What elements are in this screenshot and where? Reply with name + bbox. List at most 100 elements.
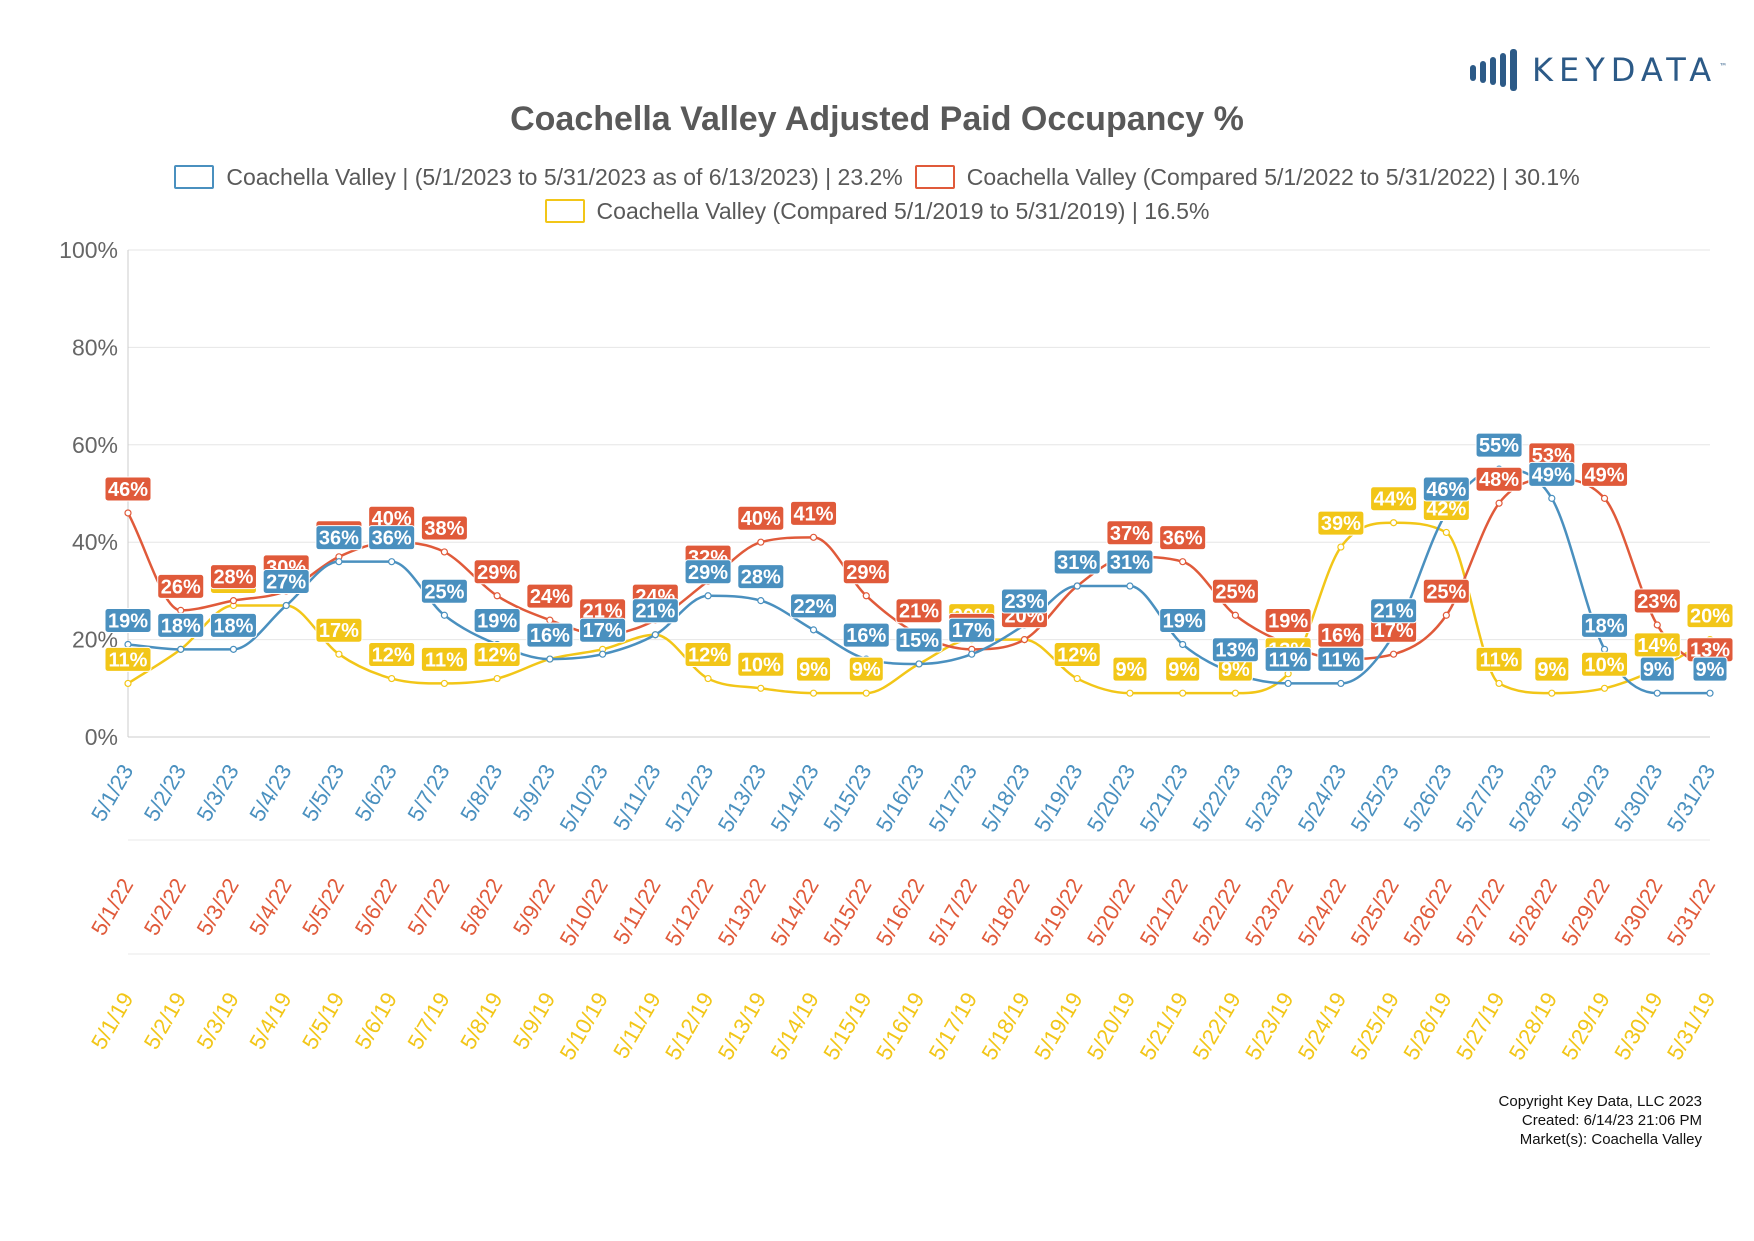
data-point[interactable]: [757, 597, 765, 605]
data-point[interactable]: [440, 679, 448, 688]
data-label-text: 39%: [1321, 513, 1361, 535]
data-point[interactable]: [1706, 689, 1714, 697]
data-point[interactable]: [1126, 689, 1134, 697]
data-point[interactable]: [809, 689, 818, 697]
x-tick-label: 5/29/19: [1557, 988, 1615, 1064]
data-point[interactable]: [1073, 582, 1081, 590]
data-point[interactable]: [1653, 689, 1661, 697]
x-tick-label: 5/5/23: [297, 760, 349, 825]
data-label-badge: [684, 642, 732, 668]
data-point[interactable]: [1389, 650, 1398, 658]
legend-swatch-2023: [174, 165, 215, 189]
x-axis-labels-2022: 5/1/22 5/2/22 5/3/22 5/4/22 5/5/22 5/6/22 5/7/…: [86, 874, 1720, 950]
data-point[interactable]: [862, 592, 870, 600]
data-point[interactable]: [546, 655, 554, 663]
data-point[interactable]: [493, 674, 501, 683]
data-point[interactable]: [1231, 611, 1240, 619]
data-point[interactable]: [388, 558, 396, 566]
data-point[interactable]: [1231, 689, 1240, 697]
data-label: 17%: [315, 617, 363, 643]
data-point[interactable]: [1548, 689, 1556, 697]
data-point[interactable]: [229, 645, 238, 653]
data-point[interactable]: [124, 509, 132, 517]
data-label: 19%: [1159, 607, 1207, 633]
data-point[interactable]: [1284, 679, 1292, 688]
data-point[interactable]: [440, 548, 448, 556]
data-label: 18%: [157, 612, 205, 638]
data-point[interactable]: [704, 592, 712, 600]
data-label-text: 49%: [1585, 464, 1625, 486]
data-point[interactable]: [1126, 582, 1134, 590]
data-label: 9%: [1112, 656, 1148, 682]
data-point[interactable]: [915, 660, 923, 668]
x-tick-label: 5/22/23: [1187, 760, 1245, 836]
x-tick-label: 5/2/19: [139, 988, 191, 1053]
data-point[interactable]: [1600, 494, 1609, 502]
data-label: 48%: [1475, 466, 1523, 492]
data-label: 12%: [684, 642, 732, 668]
x-tick-label: 5/3/23: [192, 760, 244, 825]
data-point[interactable]: [1337, 679, 1345, 688]
data-point[interactable]: [388, 674, 396, 683]
data-point[interactable]: [862, 689, 870, 697]
data-label: 11%: [104, 646, 152, 672]
x-tick-label: 5/9/22: [508, 874, 560, 939]
x-tick-label: 5/25/22: [1346, 874, 1404, 950]
legend-item-2023[interactable]: Coachella Valley | (5/1/2023 to 5/31/202…: [174, 164, 903, 191]
data-point[interactable]: [177, 606, 185, 614]
data-label-badge: [948, 617, 996, 643]
data-label-text: 21%: [583, 601, 623, 623]
data-label: 18%: [209, 612, 257, 638]
data-point[interactable]: [1600, 684, 1609, 692]
data-point[interactable]: [809, 626, 818, 634]
data-point[interactable]: [1073, 674, 1081, 683]
data-point[interactable]: [177, 645, 185, 653]
data-point[interactable]: [546, 616, 554, 624]
data-point[interactable]: [809, 533, 818, 541]
data-point[interactable]: [440, 611, 448, 619]
data-label: 36%: [368, 525, 416, 551]
data-point[interactable]: [335, 650, 343, 658]
data-point[interactable]: [229, 597, 238, 605]
data-point[interactable]: [1495, 499, 1503, 507]
data-point[interactable]: [1389, 519, 1398, 527]
data-point[interactable]: [1179, 640, 1187, 649]
data-point[interactable]: [282, 601, 290, 610]
legend-item-2019[interactable]: Coachella Valley (Compared 5/1/2019 to 5…: [544, 198, 1209, 225]
data-point[interactable]: [1600, 645, 1609, 653]
data-label: 15%: [895, 627, 943, 653]
data-point[interactable]: [1179, 558, 1187, 566]
data-point[interactable]: [968, 650, 976, 658]
x-tick-label: 5/15/23: [818, 760, 876, 836]
data-point[interactable]: [335, 558, 343, 566]
data-point[interactable]: [704, 674, 712, 683]
data-point[interactable]: [757, 538, 765, 546]
data-point[interactable]: [1442, 611, 1450, 619]
legend-item-2022[interactable]: Coachella Valley (Compared 5/1/2022 to 5…: [914, 164, 1580, 191]
data-label-text: 18%: [161, 615, 201, 637]
data-label-text: 18%: [1585, 615, 1625, 637]
data-label: 17%: [579, 617, 627, 643]
data-label: 21%: [631, 598, 679, 624]
x-tick-label: 5/7/22: [402, 874, 454, 939]
data-label: 21%: [579, 598, 627, 624]
data-point[interactable]: [1442, 528, 1450, 537]
data-point[interactable]: [651, 631, 659, 639]
data-point[interactable]: [124, 640, 132, 649]
data-point[interactable]: [493, 592, 501, 600]
data-point[interactable]: [757, 684, 765, 692]
x-tick-label: 5/1/23: [86, 760, 138, 825]
data-label: 46%: [104, 476, 152, 502]
data-point[interactable]: [124, 679, 132, 688]
data-label-badge: [842, 622, 890, 648]
data-label-badge: [157, 573, 205, 599]
data-point[interactable]: [1653, 621, 1661, 629]
data-point[interactable]: [1337, 543, 1345, 551]
data-labels: 11%18%27%27%17%12%11%12%16%18%21%12%10%9…: [104, 432, 1734, 682]
data-point[interactable]: [1020, 635, 1029, 644]
x-tick-label: 5/29/22: [1557, 874, 1615, 950]
data-point[interactable]: [1179, 689, 1187, 697]
data-point[interactable]: [1495, 679, 1503, 688]
data-point[interactable]: [598, 650, 607, 658]
data-point[interactable]: [1548, 494, 1556, 502]
